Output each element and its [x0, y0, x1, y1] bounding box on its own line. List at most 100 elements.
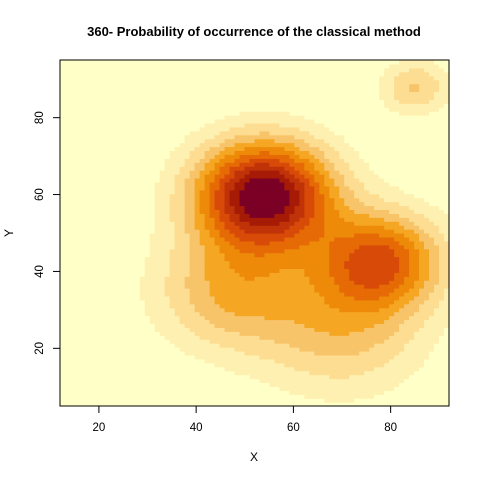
heatmap-cell [110, 190, 116, 195]
heatmap-cell [150, 107, 156, 112]
heatmap-cell [289, 264, 295, 269]
heatmap-cell [324, 367, 330, 372]
heatmap-cell [65, 272, 71, 277]
heatmap-cell [95, 119, 101, 124]
heatmap-cell [90, 375, 96, 380]
heatmap-cell [175, 123, 181, 128]
heatmap-cell [334, 347, 340, 352]
heatmap-cell [85, 88, 91, 93]
heatmap-cell [220, 198, 226, 203]
heatmap-cell [274, 150, 280, 155]
heatmap-cell [145, 296, 151, 301]
heatmap-cell [304, 249, 310, 254]
heatmap-cell [279, 68, 285, 73]
heatmap-cell [299, 280, 305, 285]
heatmap-cell [195, 139, 201, 144]
heatmap-cell [105, 217, 111, 222]
heatmap-cell [180, 99, 186, 104]
heatmap-cell [85, 280, 91, 285]
heatmap-cell [110, 115, 116, 120]
heatmap-cell [299, 304, 305, 309]
heatmap-cell [115, 60, 121, 65]
heatmap-cell [304, 300, 310, 305]
heatmap-cell [195, 371, 201, 376]
heatmap-cell [319, 249, 325, 254]
heatmap-cell [294, 312, 300, 317]
heatmap-cell [80, 84, 86, 89]
heatmap-cell [60, 174, 66, 179]
heatmap-cell [195, 162, 201, 167]
heatmap-cell [120, 371, 126, 376]
heatmap-cell [70, 304, 76, 309]
heatmap-cell [100, 178, 106, 183]
heatmap-cell [259, 95, 265, 100]
heatmap-cell [160, 174, 166, 179]
heatmap-cell [190, 158, 196, 163]
heatmap-cell [284, 143, 290, 148]
heatmap-cell [294, 245, 300, 250]
heatmap-cell [334, 91, 340, 96]
heatmap-cell [190, 123, 196, 128]
heatmap-cell [160, 288, 166, 293]
heatmap-cell [279, 253, 285, 258]
heatmap-cell [329, 327, 335, 332]
heatmap-cell [319, 64, 325, 69]
heatmap-cell [70, 398, 76, 403]
heatmap-cell [309, 272, 315, 277]
heatmap-cell [255, 150, 261, 155]
heatmap-cell [185, 288, 191, 293]
heatmap-cell [140, 367, 146, 372]
heatmap-cell [135, 276, 141, 281]
heatmap-cell [284, 68, 290, 73]
heatmap-cell [255, 323, 261, 328]
heatmap-cell [334, 367, 340, 372]
heatmap-cell [339, 312, 345, 317]
heatmap-cell [259, 91, 265, 96]
heatmap-cell [80, 170, 86, 175]
heatmap-cell [319, 272, 325, 277]
heatmap-cell [259, 162, 265, 167]
heatmap-cell [200, 371, 206, 376]
heatmap-cell [339, 186, 345, 191]
heatmap-cell [284, 64, 290, 69]
heatmap-cell [339, 205, 345, 210]
heatmap-cell [319, 355, 325, 360]
heatmap-cell [215, 72, 221, 77]
heatmap-cell [225, 233, 231, 238]
heatmap-cell [100, 162, 106, 167]
heatmap-cell [255, 261, 261, 266]
heatmap-cell [264, 359, 270, 364]
heatmap-cell [314, 316, 320, 321]
heatmap-cell [245, 143, 251, 148]
heatmap-cell [240, 64, 246, 69]
heatmap-cell [250, 84, 256, 89]
heatmap-cell [245, 158, 251, 163]
heatmap-cell [160, 115, 166, 120]
heatmap-cell [294, 382, 300, 387]
heatmap-cell [95, 80, 101, 85]
heatmap-cell [65, 288, 71, 293]
heatmap-cell [250, 154, 256, 159]
heatmap-cell [225, 139, 231, 144]
heatmap-cell [135, 327, 141, 332]
heatmap-cell [309, 174, 315, 179]
heatmap-cell [170, 158, 176, 163]
heatmap-cell [309, 107, 315, 112]
heatmap-cell [339, 241, 345, 246]
heatmap-cell [225, 351, 231, 356]
heatmap-cell [269, 162, 275, 167]
heatmap-cell [245, 276, 251, 281]
heatmap-cell [95, 351, 101, 356]
heatmap-cell [95, 320, 101, 325]
heatmap-cell [329, 202, 335, 207]
heatmap-cell [155, 198, 161, 203]
heatmap-cell [210, 253, 216, 258]
heatmap-cell [304, 237, 310, 242]
heatmap-cell [80, 284, 86, 289]
heatmap-cell [250, 382, 256, 387]
heatmap-cell [215, 198, 221, 203]
heatmap-cell [100, 115, 106, 120]
heatmap-cell [235, 390, 241, 395]
heatmap-cell [90, 198, 96, 203]
heatmap-cell [314, 68, 320, 73]
